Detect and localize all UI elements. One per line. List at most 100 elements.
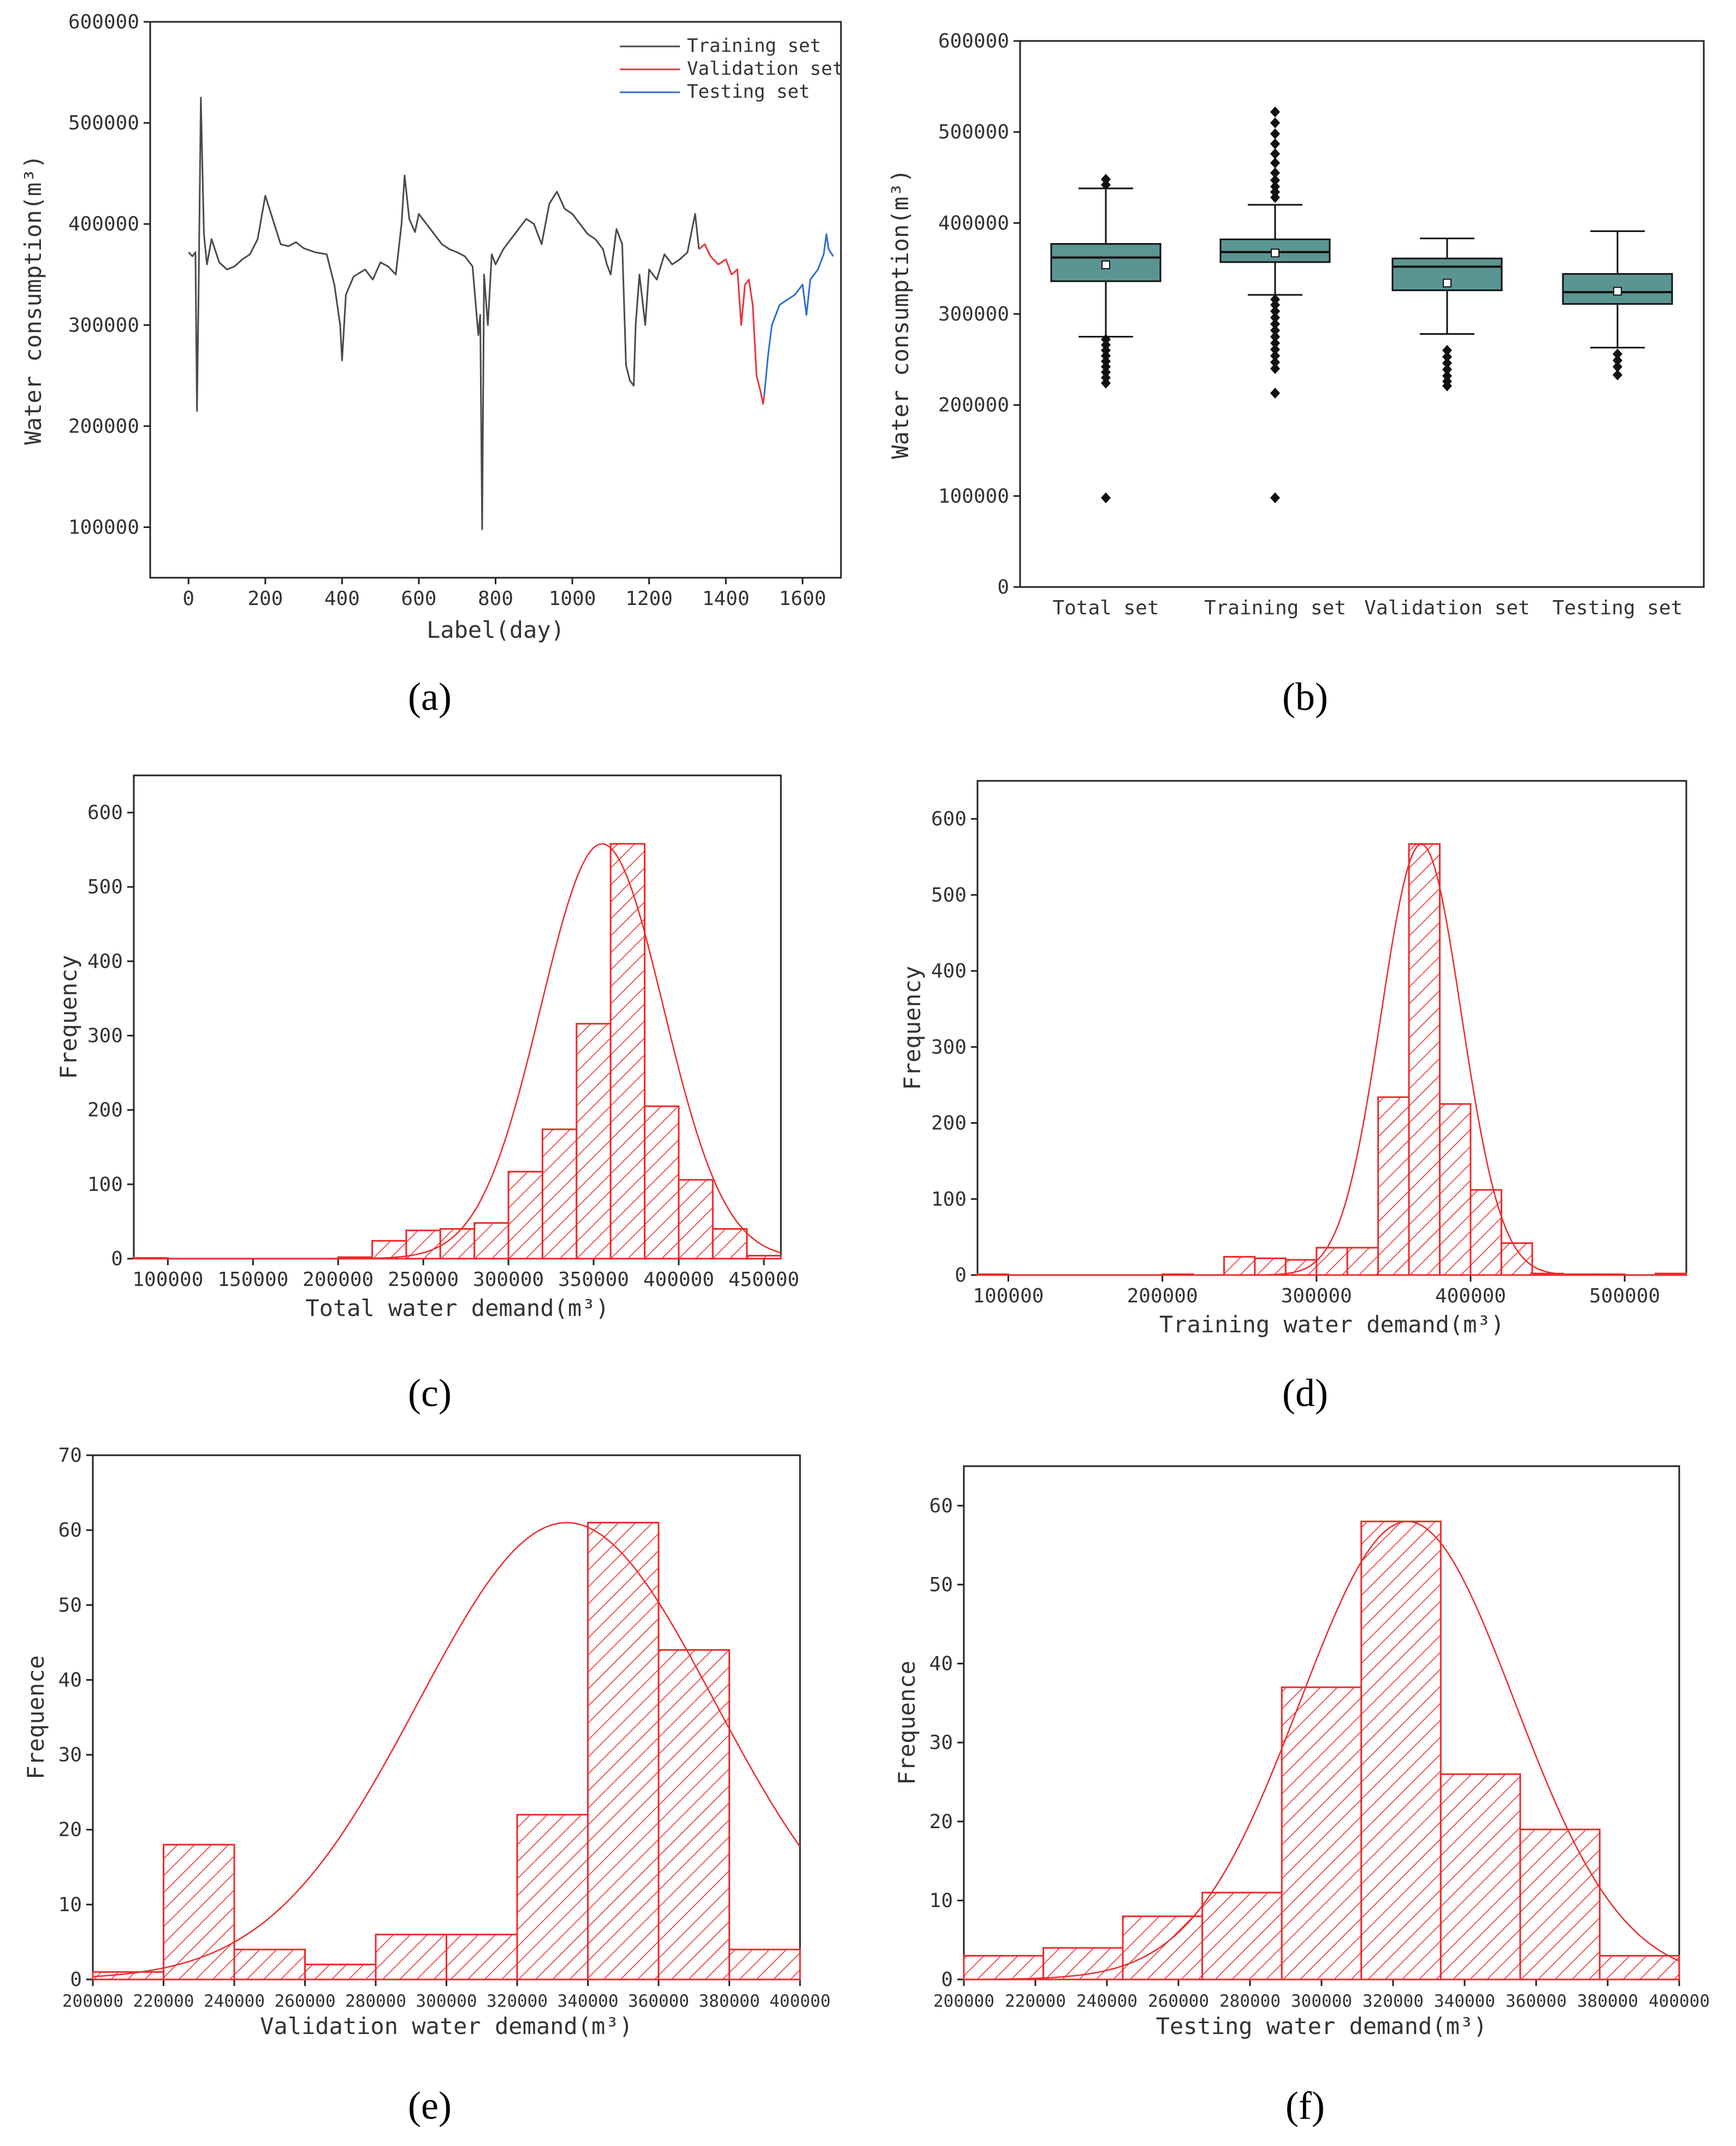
x-tick-label: 600	[401, 588, 436, 610]
x-tick-label: 240000	[1076, 1991, 1137, 2011]
x-axis-title: Label(day)	[426, 616, 565, 643]
normal-fit-curve	[92, 1522, 801, 1978]
y-tick-label: 0	[955, 1264, 967, 1287]
histogram-bar	[712, 1228, 748, 1260]
y-tick-label: 0	[111, 1248, 123, 1270]
histogram-bar	[1346, 1247, 1379, 1276]
x-tick-label: 200000	[933, 1991, 994, 2011]
outlier-point	[1270, 388, 1280, 399]
histogram-bar	[1284, 1259, 1318, 1276]
y-tick-label: 0	[941, 1969, 953, 1991]
outlier-point	[1270, 325, 1280, 336]
outlier-point	[1442, 364, 1452, 375]
histogram-bar	[1201, 1892, 1283, 1981]
panel-label-e: (e)	[408, 2084, 452, 2127]
outlier-point	[1270, 363, 1280, 374]
x-tick-label: 300000	[473, 1268, 544, 1291]
outlier-point	[1270, 138, 1280, 150]
series-line-training-set	[188, 97, 700, 530]
outlier-point	[1270, 312, 1280, 323]
y-tick-label: 100	[931, 1188, 967, 1211]
outlier-point	[1270, 306, 1280, 317]
series-line-validation-set	[698, 243, 765, 405]
panel-label-d: (d)	[1282, 1371, 1328, 1415]
outlier-point	[1613, 361, 1622, 372]
histogram-bar	[233, 1948, 306, 1981]
outlier-point	[1270, 175, 1280, 186]
y-tick-label: 60	[58, 1519, 82, 1542]
y-axis-title: Frequency	[55, 955, 82, 1080]
category-label: Total set	[1052, 597, 1159, 619]
outlier-point	[1270, 128, 1280, 139]
panel-b-boxplot: 0 100000 200000 300000 400000 500000 600000 Wat…	[887, 30, 1705, 619]
outlier-point	[1101, 377, 1111, 389]
x-tick-label: 300000	[416, 1991, 477, 2011]
x-tick-label: 450000	[728, 1268, 799, 1291]
y-tick-label: 200000	[68, 415, 139, 437]
outlier-point	[1270, 167, 1280, 179]
mean-marker	[1101, 260, 1110, 269]
histogram-bar	[1598, 1955, 1680, 1981]
y-tick-label: 10	[929, 1889, 953, 1912]
x-tick-label: 400000	[1649, 1991, 1710, 2011]
y-tick-label: 300000	[68, 314, 139, 336]
outlier-point	[1270, 350, 1280, 361]
panel-f-histogram: 0 10 20 30 40 50 60 200000 220000 240000 260000 280…	[893, 1465, 1710, 2040]
mean-marker	[1613, 287, 1622, 296]
category-label: Validation set	[1364, 597, 1530, 619]
y-axis-title: Water consumption(m³)	[887, 169, 914, 459]
x-tick-label: 280000	[345, 1991, 406, 2011]
mean-marker	[1271, 248, 1279, 258]
outlier-point	[1270, 337, 1280, 349]
y-tick-label: 500	[931, 884, 967, 906]
histogram-bar	[405, 1229, 441, 1260]
x-tick-label: 150000	[217, 1268, 288, 1291]
outlier-point	[1270, 117, 1280, 128]
x-tick-label: 260000	[1148, 1991, 1209, 2011]
y-tick-label: 400	[87, 950, 123, 973]
y-tick-label: 40	[929, 1653, 953, 1675]
x-tick-label: 320000	[487, 1991, 548, 2011]
normal-fit-curve	[977, 843, 1686, 1276]
outlier-point	[1613, 369, 1622, 381]
x-tick-label: 300000	[1291, 1991, 1352, 2011]
y-tick-label: 50	[929, 1574, 953, 1596]
legend-label: Testing set	[687, 81, 810, 103]
plot-frame-b	[1019, 40, 1705, 588]
histogram-bar	[609, 843, 646, 1260]
x-tick-label: 240000	[204, 1991, 265, 2011]
x-tick-label: 320000	[1362, 1991, 1424, 2011]
panel-label-f: (f)	[1285, 2084, 1325, 2127]
histogram-bar	[657, 1649, 730, 1981]
x-tick-label: 500000	[1589, 1285, 1660, 1307]
x-tick-label: 380000	[699, 1991, 760, 2011]
x-tick-label: 800	[478, 588, 513, 610]
histogram-bar	[1439, 1773, 1521, 1981]
histogram-bar	[587, 1521, 660, 1981]
y-tick-label: 500000	[938, 121, 1009, 144]
histogram-bar	[1254, 1257, 1287, 1276]
y-axis-title: Frequency	[899, 966, 926, 1090]
outlier-point	[1270, 344, 1280, 355]
y-tick-label: 50	[58, 1594, 82, 1616]
histogram-bar	[375, 1934, 447, 1981]
outlier-point	[1270, 148, 1280, 159]
y-tick-label: 70	[58, 1444, 82, 1467]
y-axis-title: Frequence	[22, 1655, 49, 1780]
mean-marker	[1443, 278, 1451, 288]
y-tick-label: 600000	[68, 11, 139, 33]
y-tick-label: 40	[58, 1669, 82, 1691]
legend-label: Training set	[687, 35, 821, 57]
y-tick-label: 30	[929, 1732, 953, 1754]
y-tick-label: 100000	[938, 485, 1009, 507]
histogram-bar	[728, 1948, 801, 1981]
histogram-bar	[163, 1843, 235, 1981]
category-label: Testing set	[1553, 597, 1682, 619]
x-tick-label: 220000	[1005, 1991, 1066, 2011]
outlier-point	[1613, 355, 1622, 366]
panel-d-histogram: 0 100 200 300 400 500 600 100000 200000 300000 400…	[899, 780, 1687, 1338]
x-tick-label: 360000	[628, 1991, 689, 2011]
histogram-bar	[1122, 1915, 1204, 1981]
x-tick-label: 200	[247, 588, 283, 610]
